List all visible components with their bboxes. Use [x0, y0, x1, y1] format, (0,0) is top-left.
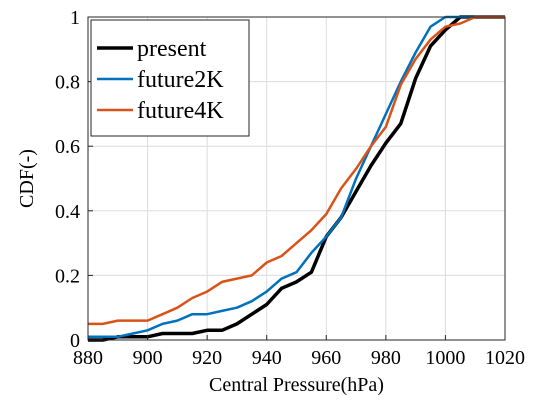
- x-tick-label: 1000: [425, 347, 465, 369]
- legend: present future2K future4K: [90, 19, 250, 137]
- x-tick-label: 1020: [485, 347, 525, 369]
- series-line-future2k: [88, 15, 505, 339]
- x-tick-label: 940: [252, 347, 282, 369]
- series-line-future4k: [88, 15, 505, 326]
- y-tick-label: 0.8: [55, 72, 80, 94]
- y-tick-label: 0.4: [55, 201, 80, 223]
- series-line-present: [88, 15, 505, 342]
- x-ticks: 880 900 920 940 960 980 1000 1020: [73, 335, 525, 369]
- x-tick-label: 900: [133, 347, 163, 369]
- x-tick-label: 960: [311, 347, 341, 369]
- plot-frame: [87, 16, 506, 341]
- legend-label-future4k: future4K: [137, 98, 224, 124]
- y-tick-label: 0.2: [55, 265, 80, 287]
- series-lines: [88, 15, 505, 342]
- x-tick-label: 980: [371, 347, 401, 369]
- legend-label-future2k: future2K: [137, 67, 224, 93]
- x-tick-label: 880: [73, 347, 103, 369]
- x-axis-label: Central Pressure(hPa): [209, 374, 384, 396]
- y-axis-label: CDF(-): [16, 149, 38, 208]
- legend-label-present: present: [137, 36, 207, 62]
- y-tick-label: 0.6: [55, 136, 80, 158]
- y-tick-label: 1: [70, 7, 80, 29]
- x-tick-label: 920: [192, 347, 222, 369]
- y-ticks: 0 0.2 0.4 0.6 0.8 1: [55, 7, 93, 352]
- y-tick-label: 0: [70, 330, 80, 352]
